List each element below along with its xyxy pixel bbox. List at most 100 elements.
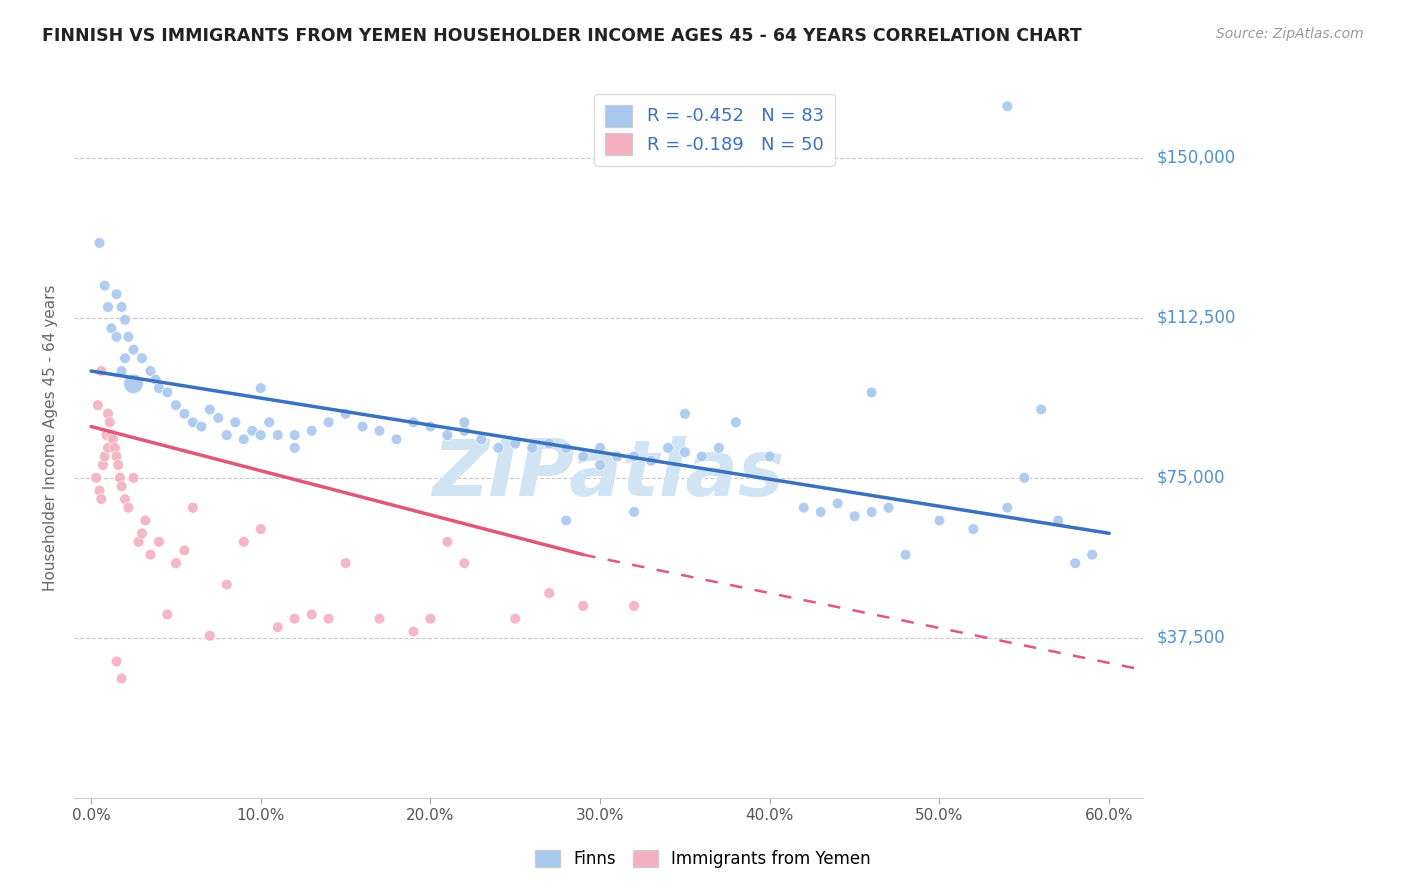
Point — [93, 278, 115, 293]
Point — [148, 534, 170, 549]
Point — [98, 415, 121, 429]
Point — [657, 441, 679, 455]
Point — [1081, 548, 1104, 562]
Point — [1031, 402, 1053, 417]
Point — [198, 629, 221, 643]
Text: ZIPatlas: ZIPatlas — [433, 436, 785, 512]
Point — [215, 577, 238, 591]
Point — [402, 415, 425, 429]
Point — [110, 364, 132, 378]
Point — [114, 313, 136, 327]
Point — [1014, 471, 1036, 485]
Point — [724, 415, 747, 429]
Text: $37,500: $37,500 — [1157, 629, 1226, 647]
Point — [335, 407, 357, 421]
Point — [419, 612, 441, 626]
Point — [301, 424, 323, 438]
Point — [522, 441, 544, 455]
Point — [995, 99, 1018, 113]
Point — [139, 364, 162, 378]
Point — [249, 381, 271, 395]
Point — [335, 556, 357, 570]
Point — [110, 479, 132, 493]
Point — [156, 607, 179, 622]
Point — [894, 548, 917, 562]
Point — [995, 500, 1018, 515]
Point — [232, 534, 254, 549]
Point — [117, 500, 139, 515]
Point — [555, 514, 578, 528]
Point — [198, 402, 221, 417]
Point — [181, 500, 204, 515]
Point — [284, 441, 307, 455]
Point — [368, 424, 391, 438]
Point — [249, 428, 271, 442]
Point — [110, 300, 132, 314]
Point — [827, 496, 849, 510]
Point — [110, 672, 132, 686]
Point — [572, 450, 595, 464]
Point — [419, 419, 441, 434]
Point — [267, 620, 290, 634]
Point — [105, 450, 128, 464]
Point — [122, 343, 145, 357]
Point — [623, 450, 645, 464]
Point — [301, 607, 323, 622]
Point — [707, 441, 730, 455]
Point — [623, 505, 645, 519]
Point — [84, 471, 107, 485]
Point — [97, 300, 120, 314]
Point — [1047, 514, 1070, 528]
Point — [114, 492, 136, 507]
Point — [284, 428, 307, 442]
Text: FINNISH VS IMMIGRANTS FROM YEMEN HOUSEHOLDER INCOME AGES 45 - 64 YEARS CORRELATI: FINNISH VS IMMIGRANTS FROM YEMEN HOUSEHO… — [42, 27, 1083, 45]
Point — [486, 441, 509, 455]
Point — [139, 548, 162, 562]
Point — [224, 415, 246, 429]
Point — [173, 407, 195, 421]
Point — [538, 586, 561, 600]
Point — [89, 235, 111, 250]
Point — [215, 428, 238, 442]
Point — [87, 398, 110, 412]
Point — [284, 612, 307, 626]
Point — [810, 505, 832, 519]
Point — [453, 415, 475, 429]
Point — [257, 415, 280, 429]
Point — [623, 599, 645, 613]
Point — [860, 505, 883, 519]
Point — [105, 654, 128, 668]
Point — [538, 436, 561, 450]
Point — [104, 441, 127, 455]
Point — [165, 398, 187, 412]
Point — [503, 612, 526, 626]
Text: $150,000: $150,000 — [1157, 148, 1236, 167]
Point — [108, 471, 131, 485]
Point — [453, 424, 475, 438]
Y-axis label: Householder Income Ages 45 - 64 years: Householder Income Ages 45 - 64 years — [44, 285, 58, 591]
Point — [89, 483, 111, 498]
Point — [877, 500, 900, 515]
Point — [470, 433, 492, 447]
Point — [173, 543, 195, 558]
Point — [318, 415, 340, 429]
Point — [503, 436, 526, 450]
Point — [453, 556, 475, 570]
Point — [101, 433, 124, 447]
Point — [928, 514, 950, 528]
Point — [90, 364, 112, 378]
Point — [97, 407, 120, 421]
Point — [97, 441, 120, 455]
Point — [107, 458, 129, 472]
Point — [181, 415, 204, 429]
Point — [145, 373, 167, 387]
Point — [555, 441, 578, 455]
Point — [572, 599, 595, 613]
Point — [844, 509, 866, 524]
Point — [91, 458, 114, 472]
Text: $75,000: $75,000 — [1157, 469, 1226, 487]
Point — [100, 428, 122, 442]
Text: Source: ZipAtlas.com: Source: ZipAtlas.com — [1216, 27, 1364, 41]
Point — [352, 419, 374, 434]
Point — [117, 330, 139, 344]
